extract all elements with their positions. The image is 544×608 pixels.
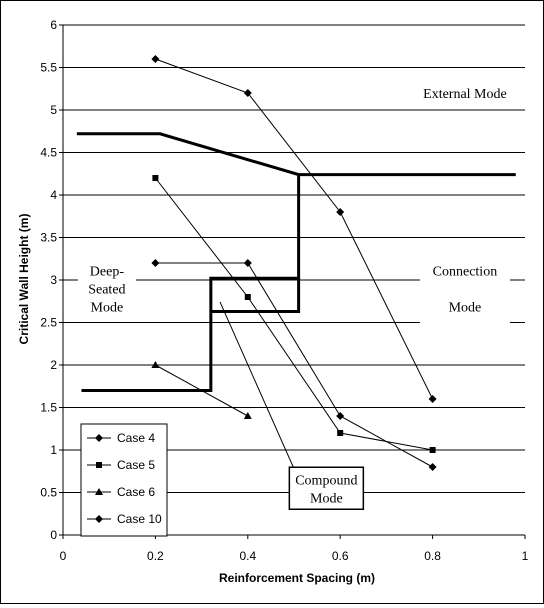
legend-swatch-marker [96,462,102,468]
pointers [219,301,295,469]
x-tick-label: 0.8 [424,549,441,563]
y-axis-title: Critical Wall Height (m) [17,214,31,345]
data-point-case-5 [337,430,344,436]
external-mode-label-box [407,81,522,105]
connection-mode-label-line: Mode [449,301,482,316]
y-tick-label: 5.5 [40,61,57,75]
y-tick-label: 1 [50,443,57,457]
compound-mode-label-line: Compound [295,473,357,488]
deep-seated-mode-label-line: Mode [91,301,124,316]
legend-label: Case 4 [117,431,155,445]
series-case-10 [151,55,437,403]
legend-box [80,423,168,537]
y-tick-label: 2 [50,358,57,372]
mode-boundary-1 [76,132,516,177]
y-tick-label: 4.5 [40,146,57,160]
compound-mode-label: Compound Mode [288,466,365,510]
series-case-5 [152,175,436,453]
x-tick-labels: 0 0.2 0.4 0.6 0.8 1 [60,549,529,563]
y-tick-label: 1.5 [40,401,57,415]
series-line-case-10 [155,58,434,400]
data-point-case-10 [243,89,252,97]
legend-label: Case 5 [117,458,155,472]
y-tick-label: 0.5 [40,486,57,500]
y-tick-label: 0 [50,528,57,542]
legend-swatch-marker [95,434,103,442]
data-point-case-10 [428,395,437,403]
legend-label: Case 10 [117,512,162,526]
legend-item-case-5: Case 5 [87,458,155,472]
x-tick-label: 0 [60,549,67,563]
series-line-case-6 [155,364,249,417]
mode-boundaries [76,132,516,392]
legend-label: Case 6 [117,485,155,499]
data-point-case-10 [151,55,160,63]
mode-boundary-2 [81,174,301,392]
series-case-6 [151,361,252,419]
connection-mode-label-box [419,249,510,328]
legend: Case 4 Case 5 Case 6 Case 10 [80,423,168,537]
x-axis-title: Reinforcement Spacing (m) [219,571,375,585]
deep-seated-mode-label-box [77,258,136,319]
data-point-case-4 [336,412,345,420]
data-point-case-5 [152,175,159,181]
y-tick-label: 4 [50,188,57,202]
external-mode-label: External Mode [407,81,522,105]
deep-seated-mode-label-line: Seated [88,283,125,298]
y-tick-label: 5 [50,103,57,117]
legend-swatch-marker [95,488,103,495]
compound-mode-label-box [288,466,365,510]
data-point-case-5 [244,294,251,300]
data-point-case-4 [243,259,252,267]
data-point-case-10 [336,208,345,216]
deep-seated-mode-label: Deep- Seated Mode [77,258,136,319]
y-tick-label: 2.5 [40,316,57,330]
data-point-case-4 [428,463,437,471]
x-tick-label: 0.6 [332,549,349,563]
data-point-case-5 [429,447,436,453]
external-mode-label-line: External Mode [423,87,507,102]
mode-boundary-3 [210,278,301,313]
series [151,55,437,471]
legend-item-case-4: Case 4 [87,431,155,445]
data-point-case-6 [243,412,252,419]
deep-seated-mode-label-line: Deep- [90,265,125,280]
legend-item-case-6: Case 6 [87,485,155,499]
legend-item-case-10: Case 10 [87,512,162,526]
x-tick-label: 1 [522,549,529,563]
series-line-case-5 [155,177,433,451]
data-point-case-4 [151,259,160,267]
y-tick-labels: 0 0.5 1 1.5 2 2.5 3 3.5 4 4.5 5 5.5 6 [40,18,57,542]
x-tick-label: 0.2 [147,549,164,563]
connection-mode-label: Connection Mode [419,249,510,328]
compound-mode-label-line: Mode [310,491,343,506]
y-tick-label: 3.5 [40,231,57,245]
legend-swatch-marker [95,515,103,523]
y-tick-label: 3 [50,273,57,287]
data-point-case-6 [151,361,160,368]
x-tick-label: 0.4 [239,549,256,563]
compound-mode-pointer [219,301,295,469]
connection-mode-label-line: Connection [433,265,498,280]
y-tick-label: 6 [50,18,57,32]
region-labels: External Mode Connection Mode Deep- Seated Mo… [77,81,522,510]
